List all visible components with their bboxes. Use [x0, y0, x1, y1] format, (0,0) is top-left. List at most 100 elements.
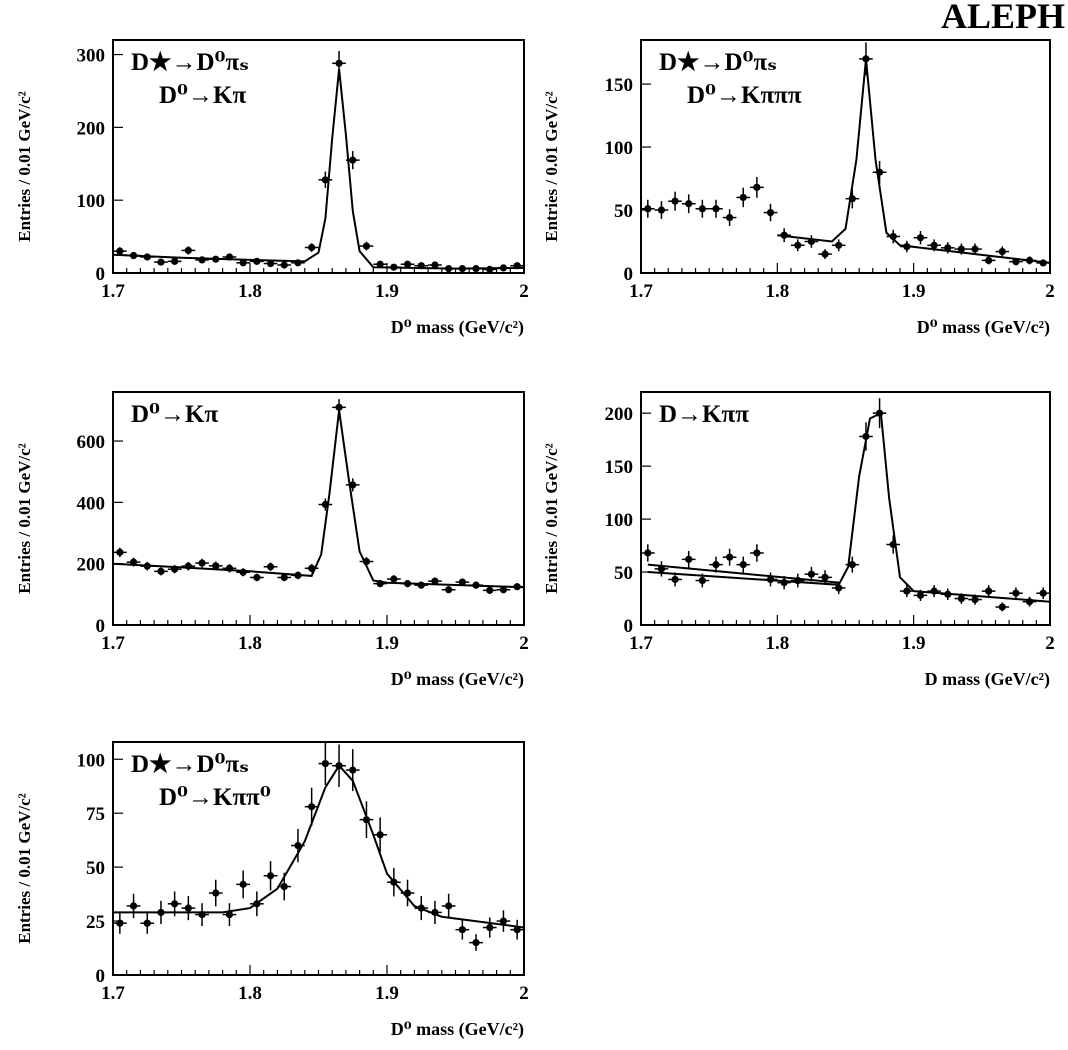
panel-top-right: 1.7 1.8 1.9 2 0 50 100 150 D⁰ mass (GeV/c²) Entri…: [542, 39, 1055, 338]
data-point: [513, 583, 521, 591]
data-point: [835, 584, 843, 592]
data-point: [239, 259, 247, 267]
y-axis-label: Entries / 0.01 GeV/c²: [15, 443, 34, 594]
y-tick-label: 150: [605, 457, 634, 478]
data-point: [431, 908, 439, 917]
data-point: [321, 500, 329, 509]
data-point: [903, 587, 911, 595]
y-tick-label: 25: [86, 912, 105, 933]
data-point: [266, 872, 275, 880]
y-tick-label: 100: [77, 750, 106, 771]
data-point: [875, 168, 884, 176]
data-point: [875, 409, 884, 417]
data-point: [916, 234, 925, 242]
decay-annotation: D★→D⁰πₛ: [659, 49, 777, 76]
data-point: [685, 555, 693, 563]
data-point: [753, 549, 761, 557]
data-point: [184, 246, 192, 255]
data-point: [930, 241, 938, 249]
y-tick-label: 0: [96, 966, 106, 987]
data-point: [445, 586, 453, 594]
data-point: [431, 261, 439, 269]
experiment-label: ALEPH: [941, 0, 1065, 36]
data-point: [957, 594, 965, 603]
data-point: [458, 578, 466, 586]
x-axis-label: D⁰ mass (GeV/c²): [917, 317, 1050, 338]
data-point: [486, 265, 494, 273]
data-point: [472, 939, 480, 947]
y-tick-label: 0: [624, 264, 634, 285]
data-point: [499, 917, 508, 925]
y-tick-label: 50: [614, 201, 633, 222]
data-point: [458, 926, 466, 934]
data-point: [998, 603, 1006, 611]
data-point: [971, 245, 979, 253]
data-point: [486, 586, 494, 594]
decay-annotation: D★→D⁰πₛ: [131, 751, 249, 778]
data-point: [335, 762, 343, 770]
data-point: [944, 244, 952, 252]
data-point: [513, 926, 521, 934]
x-tick-label: 1.7: [101, 983, 125, 1004]
data-point: [472, 265, 480, 273]
x-tick-label: 2: [519, 633, 529, 654]
data-point: [349, 766, 357, 774]
x-axis-label: D⁰ mass (GeV/c²): [391, 317, 524, 338]
fit-curve: [647, 563, 839, 584]
data-point: [486, 923, 494, 932]
data-point: [294, 259, 302, 267]
y-tick-label: 0: [96, 264, 106, 285]
data-point: [930, 587, 938, 595]
y-axis-label: Entries / 0.01 GeV/c²: [542, 443, 561, 594]
y-tick-label: 0: [96, 616, 106, 637]
data-point: [129, 902, 138, 910]
data-point: [417, 262, 425, 270]
data-point: [225, 910, 234, 919]
data-point: [390, 878, 398, 886]
data-point: [1039, 589, 1047, 597]
data-point: [239, 880, 247, 888]
fit-curve: [777, 58, 1051, 264]
fit-curve: [647, 411, 1051, 603]
data-point: [985, 587, 993, 595]
data-point: [143, 562, 151, 570]
data-point: [712, 561, 720, 569]
data-point: [458, 265, 466, 273]
data-point: [916, 591, 925, 599]
data-point: [780, 231, 788, 239]
data-point: [780, 579, 788, 587]
y-tick-label: 50: [86, 858, 105, 879]
data-point: [143, 253, 151, 261]
x-tick-label: 2: [1045, 633, 1055, 654]
decay-annotation: D⁰→Kπ: [131, 401, 218, 428]
data-point: [698, 205, 706, 213]
data-point: [280, 573, 288, 582]
data-point: [445, 902, 453, 910]
data-point: [321, 759, 329, 768]
y-tick-label: 100: [605, 138, 634, 159]
x-tick-label: 1.8: [238, 633, 262, 654]
x-tick-label: 1.7: [101, 281, 125, 302]
data-point: [1025, 256, 1034, 265]
data-point: [889, 232, 897, 241]
data-point: [445, 265, 453, 273]
data-point: [821, 250, 829, 258]
data-point: [225, 564, 234, 572]
data-point: [862, 432, 870, 441]
x-tick-label: 1.8: [765, 281, 789, 302]
data-point: [212, 562, 220, 570]
data-point: [848, 195, 856, 203]
data-point: [376, 580, 384, 588]
data-point: [157, 258, 165, 266]
data-point: [753, 183, 761, 191]
panel-top-left: 1.7 1.8 1.9 2 0 100 200 300 D⁰ mass (GeV/c²) Entr…: [15, 39, 529, 338]
data-point: [499, 586, 508, 594]
data-point: [726, 213, 734, 222]
data-point: [198, 910, 206, 919]
data-point: [129, 251, 138, 260]
data-point: [253, 573, 261, 582]
data-point: [671, 575, 679, 584]
decay-annotation: D★→D⁰πₛ: [131, 49, 249, 76]
data-point: [362, 816, 371, 824]
x-tick-label: 2: [519, 281, 529, 302]
